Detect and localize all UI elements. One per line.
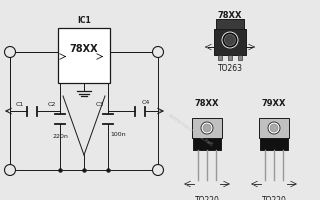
Text: 0: 0 <box>156 166 160 174</box>
Bar <box>260 138 288 150</box>
Text: C2: C2 <box>48 102 56 106</box>
Text: 78XX: 78XX <box>70 45 98 54</box>
Circle shape <box>225 34 236 46</box>
Bar <box>192 118 222 138</box>
Bar <box>238 55 242 60</box>
Circle shape <box>222 32 238 48</box>
Text: 78XX: 78XX <box>195 99 219 108</box>
Text: 220n: 220n <box>52 134 68 139</box>
Bar <box>218 55 222 60</box>
Text: TO263: TO263 <box>218 64 243 73</box>
Text: 0: 0 <box>8 166 12 174</box>
Text: C1: C1 <box>16 102 24 106</box>
Circle shape <box>4 46 15 58</box>
Bar <box>58 28 110 83</box>
Text: 79XX: 79XX <box>262 99 286 108</box>
Bar <box>214 29 246 55</box>
Bar <box>259 118 289 138</box>
Bar <box>216 19 244 29</box>
Bar <box>193 138 221 150</box>
Circle shape <box>4 164 15 176</box>
Text: C4: C4 <box>142 100 150 106</box>
Bar <box>228 55 232 60</box>
Circle shape <box>203 124 211 132</box>
Text: +: + <box>155 47 161 56</box>
Text: TO220: TO220 <box>195 196 220 200</box>
Circle shape <box>201 122 213 134</box>
Text: extremecircuits.net: extremecircuits.net <box>167 113 213 147</box>
Text: +: + <box>7 47 13 56</box>
Text: 78XX: 78XX <box>218 11 242 20</box>
Text: 100n: 100n <box>110 132 126 137</box>
Circle shape <box>153 164 164 176</box>
Circle shape <box>153 46 164 58</box>
Text: C3: C3 <box>96 102 104 106</box>
Circle shape <box>268 122 280 134</box>
Text: TO220: TO220 <box>261 196 286 200</box>
Circle shape <box>270 124 278 132</box>
Text: IC1: IC1 <box>77 16 91 25</box>
